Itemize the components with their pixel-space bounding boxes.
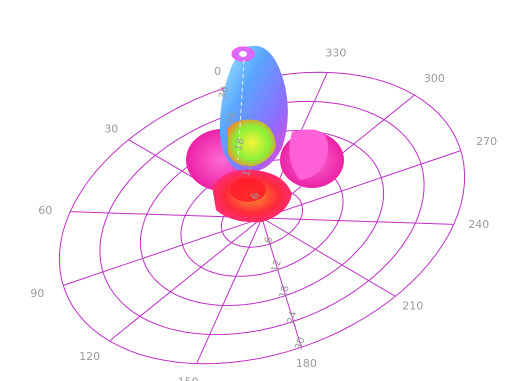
grid-spoke-150 [196,217,263,364]
grid-spoke-90 [63,217,263,286]
radial-tick-label: 30 [217,85,231,100]
lobe-right-top [289,129,329,180]
angle-tick-label: 90 [30,287,44,300]
angle-tick-label: 60 [38,204,52,217]
angle-tick-label: 120 [79,350,100,363]
angle-tick-labels: 0 30 60 90 120 150 180 210 240 270 300 330 [30,46,497,381]
angle-tick-label: 210 [402,299,423,312]
angle-tick-label: 330 [325,46,346,59]
angle-tick-label: 0 [214,65,221,78]
radial-tick-label: 6 [250,192,262,201]
radial-tick-labels: 6 12 18 24 30 6 12 18 24 30 [217,85,307,351]
grid-spoke-240 [261,217,454,225]
angle-tick-label: 150 [178,376,199,381]
radial-tick-label: 6 [263,236,275,245]
angle-tick-label: 180 [296,357,317,370]
radial-tick-label: 18 [233,137,247,152]
grid-spoke-210 [261,217,396,297]
lobe-core-center [230,178,266,202]
radial-tick-label: 24 [225,111,239,126]
angle-tick-label: 270 [476,135,497,148]
angle-tick-label: 300 [424,72,445,85]
radial-tick-label: 24 [286,310,300,325]
grid-spoke-120 [109,217,263,342]
lobe-axis [237,59,245,161]
lobe-main-tip-core [239,51,247,57]
grid-spoke-180 [261,217,302,348]
angle-tick-label: 240 [468,218,489,231]
radial-tick-label: 12 [241,163,255,178]
radiation-pattern-surface [186,45,344,223]
grid-spoke-270 [261,150,461,219]
radial-tick-label: 18 [278,284,292,299]
radial-tick-label: 30 [294,336,308,351]
radial-tick-label: 12 [270,258,284,273]
angle-tick-label: 30 [104,123,118,136]
